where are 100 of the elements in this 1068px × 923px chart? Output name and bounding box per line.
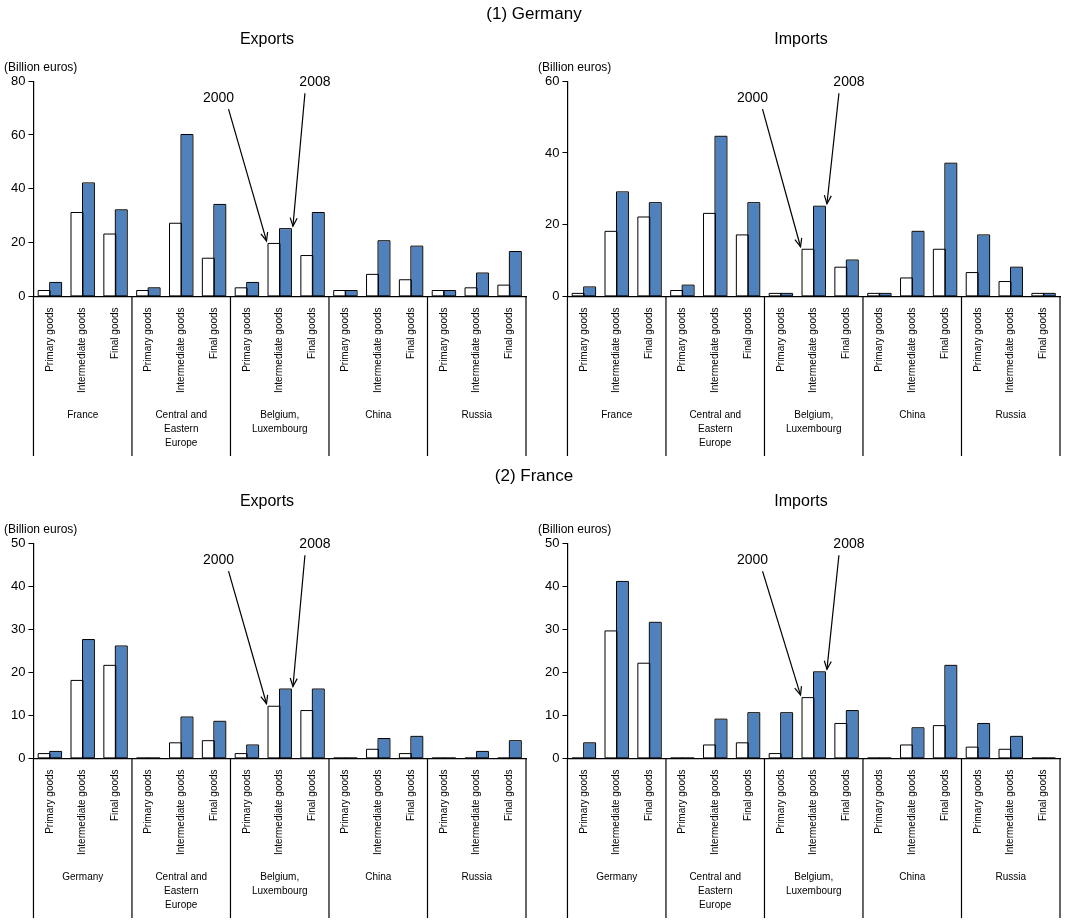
text: Central and Eastern Europe — [689, 870, 742, 910]
x-tick-label: Primary goods — [676, 307, 688, 372]
x-tick-label: Final goods — [741, 769, 753, 822]
x-tick-label: Intermediate goods — [905, 307, 917, 394]
x-tick-label: Final goods — [109, 307, 121, 360]
text: 2008 — [833, 535, 865, 552]
text: China — [365, 408, 392, 420]
y-tick-label: 50 — [10, 534, 26, 550]
x-tick-label: Intermediate goods — [273, 307, 285, 394]
x-tick-label: Intermediate goods — [76, 307, 88, 394]
y-tick-label: 40 — [544, 577, 560, 593]
x-tick-label: Intermediate goods — [1004, 307, 1016, 394]
x-tick-label: Final goods — [109, 769, 121, 822]
x-tick-label: Final goods — [207, 307, 219, 360]
text: 2000 — [736, 551, 769, 568]
x-tick-label: Primary goods — [577, 769, 589, 834]
x-tick-label: Final goods — [207, 769, 219, 822]
text: Belgium, Luxembourg — [251, 870, 308, 896]
x-tick-label: Primary goods — [142, 769, 154, 834]
x-tick-label: Intermediate goods — [905, 769, 917, 856]
y-tick-label: 10 — [10, 706, 26, 722]
x-tick-label: Intermediate goods — [273, 769, 285, 856]
text: China — [365, 870, 392, 882]
text: Belgium, Luxembourg — [785, 870, 842, 896]
x-tick-label: Final goods — [404, 307, 416, 360]
x-tick-label: Primary goods — [873, 307, 885, 372]
chart-subtitle: (2) France — [493, 466, 575, 486]
y-axis-title: (Billion euros) — [4, 521, 78, 536]
x-tick-label: Final goods — [1037, 307, 1049, 360]
x-tick-label: Intermediate goods — [371, 307, 383, 394]
y-axis-title: (Billion euros) — [538, 521, 612, 536]
text: France — [67, 408, 99, 420]
x-tick-label: Final goods — [503, 307, 515, 360]
text: Belgium, Luxembourg — [251, 408, 308, 434]
x-tick-label: Primary goods — [339, 769, 351, 834]
y-tick-label: 10 — [544, 706, 560, 722]
x-tick-label: Primary goods — [339, 307, 351, 372]
text: China — [899, 870, 926, 882]
y-axis-title: (Billion euros) — [538, 59, 612, 74]
x-tick-label: Primary goods — [971, 769, 983, 834]
chart-title: Imports — [774, 492, 828, 510]
y-tick-label: 60 — [544, 72, 560, 88]
y-tick-label: 20 — [544, 216, 560, 232]
x-tick-label: Primary goods — [971, 307, 983, 372]
text: France — [601, 408, 633, 420]
x-tick-label: Primary goods — [43, 307, 55, 372]
y-tick-label: 0 — [18, 749, 26, 765]
x-tick-label: Intermediate goods — [470, 307, 482, 394]
x-tick-label: Final goods — [938, 307, 950, 360]
x-tick-label: Intermediate goods — [371, 769, 383, 856]
x-tick-label: Final goods — [503, 769, 515, 822]
text: Belgium, Luxembourg — [785, 408, 842, 434]
text: Russia — [461, 408, 493, 420]
y-tick-label: 80 — [10, 72, 26, 88]
x-tick-label: Primary goods — [142, 307, 154, 372]
x-tick-label: Primary goods — [577, 307, 589, 372]
x-tick-label: Intermediate goods — [174, 769, 186, 856]
text: Central and Eastern Europe — [689, 408, 742, 448]
x-tick-label: Intermediate goods — [470, 769, 482, 856]
x-tick-label: Intermediate goods — [708, 769, 720, 856]
text: China — [899, 408, 926, 420]
y-tick-label: 0 — [552, 287, 560, 303]
x-tick-label: Final goods — [840, 769, 852, 822]
x-tick-label: Final goods — [404, 769, 416, 822]
text: Central and Eastern Europe — [155, 408, 208, 448]
x-tick-label: Intermediate goods — [1004, 769, 1016, 856]
chart-title: Imports — [774, 30, 828, 48]
x-tick-label: Primary goods — [676, 769, 688, 834]
x-tick-label: Final goods — [643, 307, 655, 360]
chart-title: Exports — [239, 492, 295, 510]
x-tick-label: Final goods — [1037, 769, 1049, 822]
x-tick-label: Intermediate goods — [610, 769, 622, 856]
y-tick-label: 20 — [10, 234, 26, 250]
x-tick-label: Final goods — [306, 769, 318, 822]
text: Russia — [995, 408, 1027, 420]
x-tick-label: Primary goods — [774, 769, 786, 834]
text: Germany — [62, 870, 104, 882]
y-tick-label: 30 — [10, 620, 26, 636]
y-tick-label: 40 — [10, 577, 26, 593]
x-tick-label: Primary goods — [873, 769, 885, 834]
text: 2000 — [202, 551, 235, 568]
text: 2008 — [299, 73, 331, 90]
x-tick-label: Intermediate goods — [76, 769, 88, 856]
x-tick-label: Intermediate goods — [174, 307, 186, 394]
x-tick-label: Primary goods — [437, 307, 449, 372]
text: 2008 — [833, 73, 865, 90]
x-tick-label: Intermediate goods — [708, 307, 720, 394]
x-tick-label: Intermediate goods — [807, 307, 819, 394]
text: 2000 — [202, 89, 235, 106]
x-tick-label: Final goods — [938, 769, 950, 822]
y-tick-label: 30 — [544, 620, 560, 636]
y-tick-label: 0 — [552, 749, 560, 765]
y-tick-label: 40 — [10, 180, 26, 196]
x-tick-label: Final goods — [741, 307, 753, 360]
x-tick-label: Primary goods — [240, 769, 252, 834]
x-tick-label: Primary goods — [774, 307, 786, 372]
x-tick-label: Primary goods — [240, 307, 252, 372]
text: Central and Eastern Europe — [155, 870, 208, 910]
y-axis-title: (Billion euros) — [4, 59, 78, 74]
y-tick-label: 20 — [544, 663, 560, 679]
